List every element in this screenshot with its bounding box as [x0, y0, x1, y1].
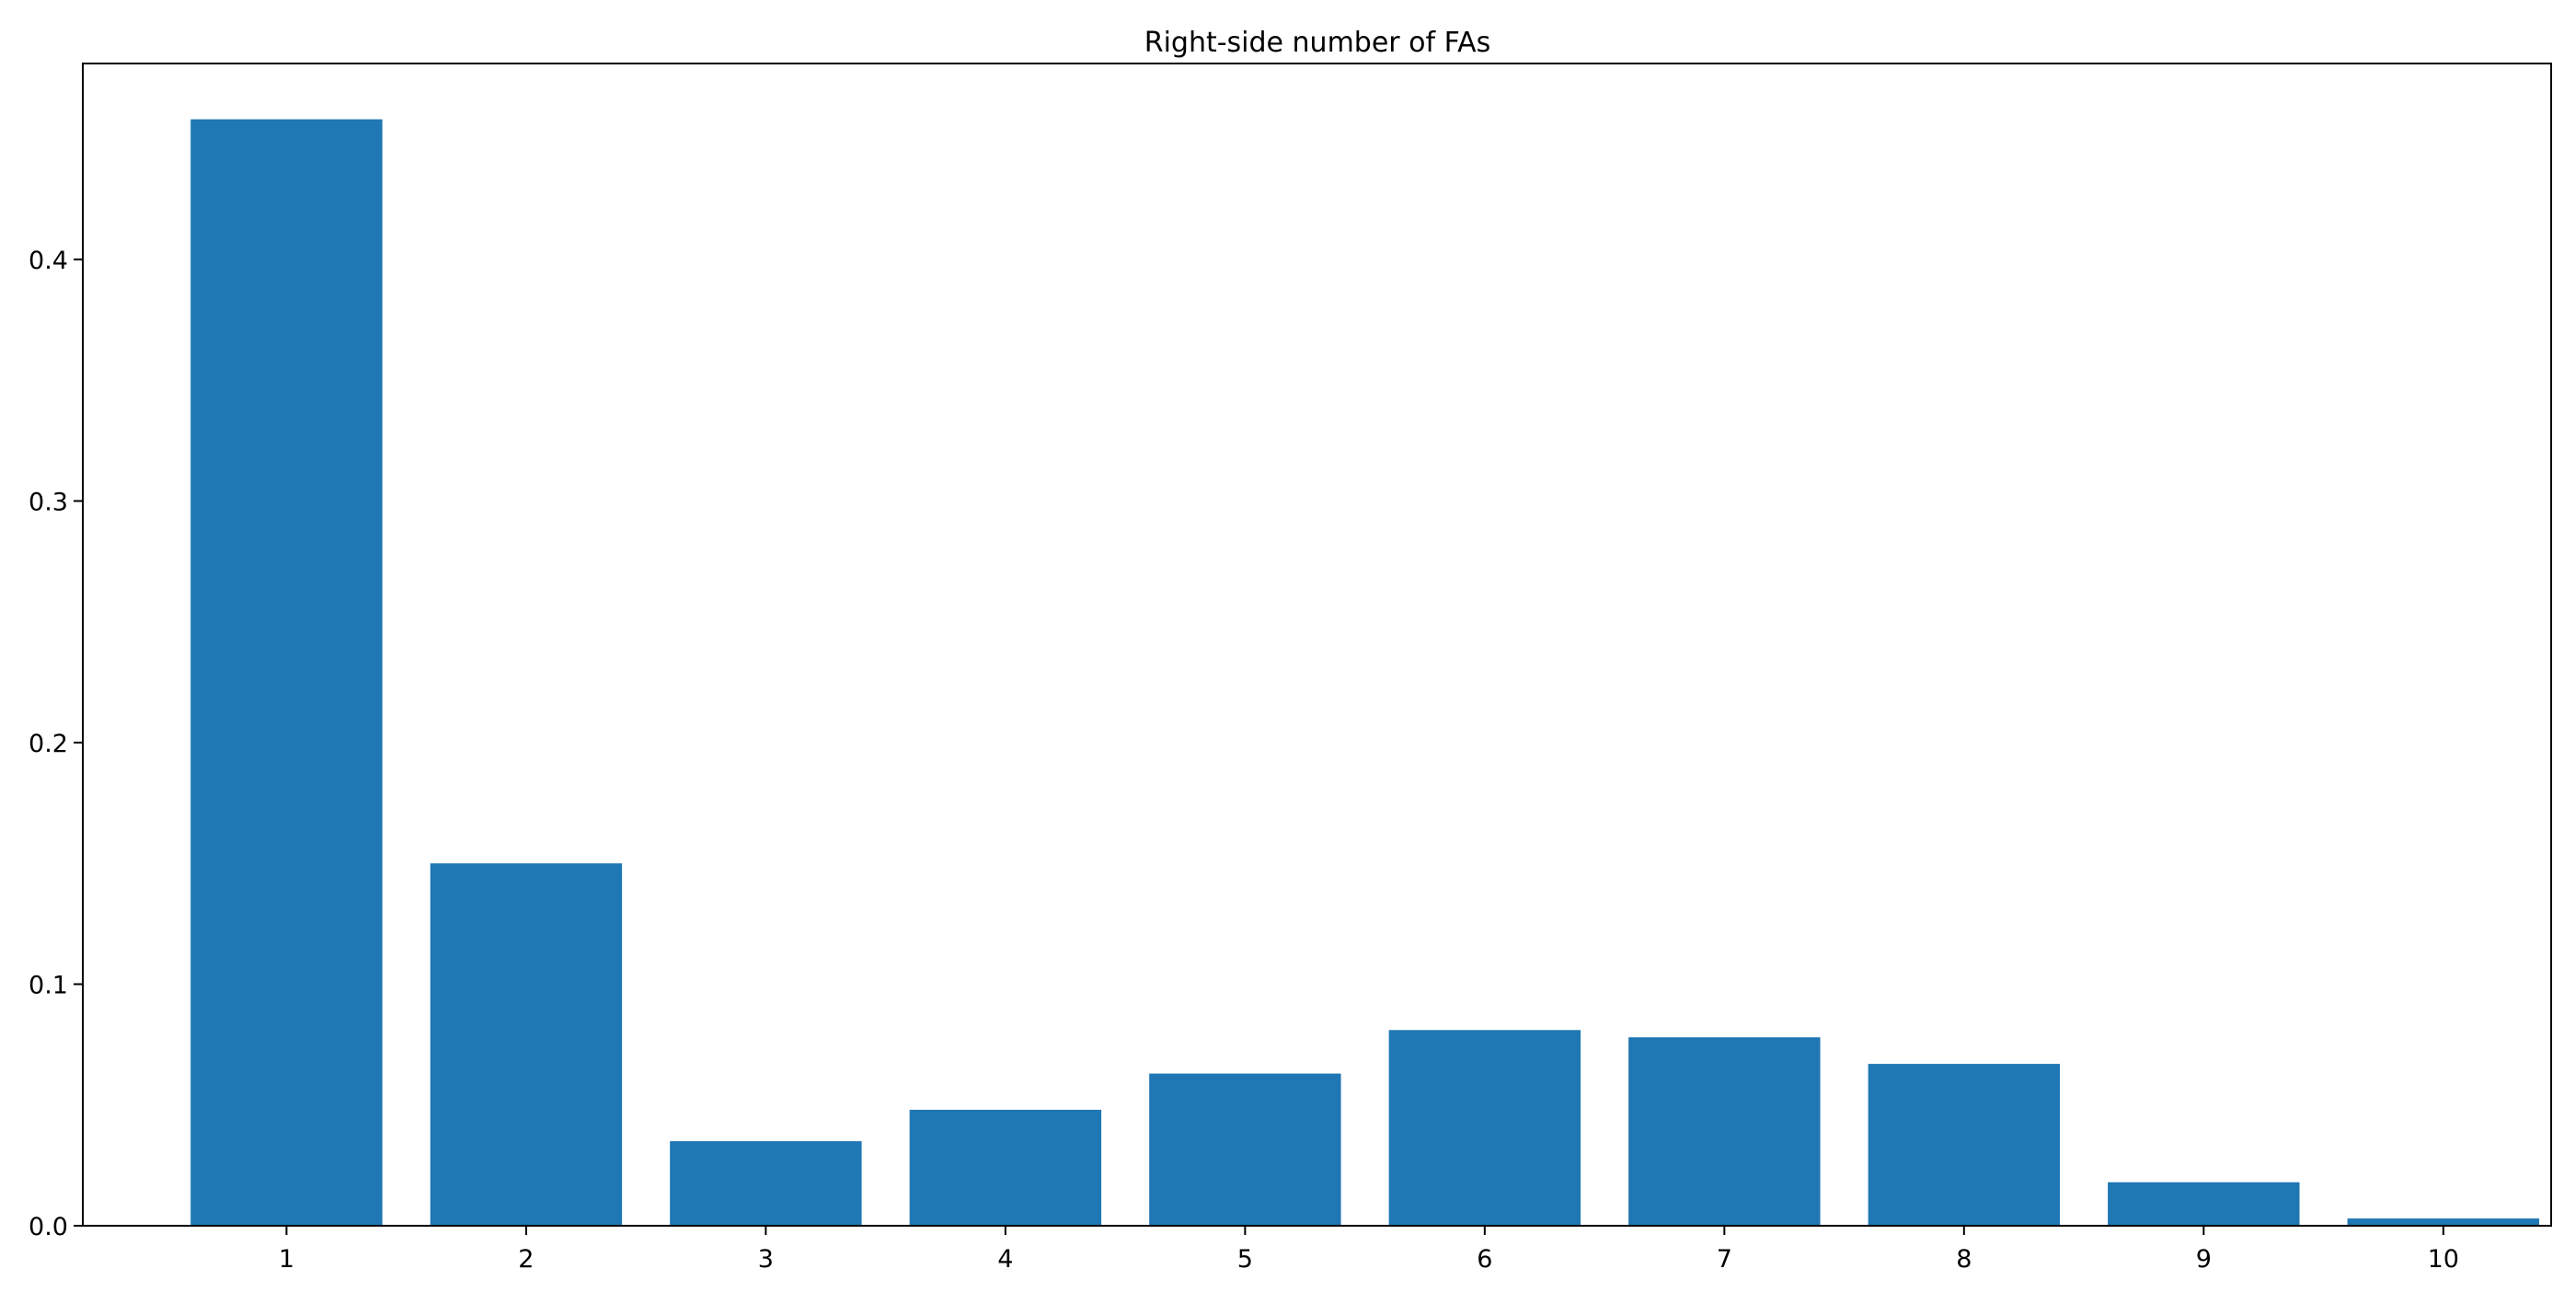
bar-5	[1149, 1073, 1341, 1226]
bar-8	[1868, 1064, 2061, 1226]
x-tick-label: 8	[1956, 1245, 1972, 1274]
x-tick-label: 2	[518, 1245, 534, 1274]
y-tick-label: 0.1	[29, 971, 68, 999]
chart-title: Right-side number of FAs	[1144, 27, 1491, 59]
y-axis: 0.0 0.1 0.2 0.3 0.4	[29, 247, 83, 1241]
bars-layer	[190, 119, 2539, 1226]
x-tick-label: 7	[1717, 1245, 1732, 1274]
x-tick-label: 5	[1237, 1245, 1253, 1274]
bar-3	[670, 1141, 862, 1226]
bar-2	[430, 863, 623, 1226]
x-tick-label: 3	[758, 1245, 774, 1274]
y-tick-label: 0.0	[29, 1213, 68, 1241]
y-tick-label: 0.2	[29, 730, 68, 758]
y-tick-label: 0.3	[29, 488, 68, 516]
bar-6	[1388, 1030, 1581, 1226]
bar-10	[2347, 1218, 2539, 1226]
x-tick-label: 1	[279, 1245, 294, 1274]
bar-1	[190, 119, 383, 1226]
bar-7	[1628, 1037, 1821, 1226]
x-tick-label: 6	[1477, 1245, 1492, 1274]
x-tick-label: 4	[997, 1245, 1013, 1274]
plot-frame	[82, 63, 2552, 1227]
bar-9	[2108, 1182, 2300, 1226]
x-axis: 1 2 3 4 5 6 7 8 9 10	[279, 1226, 2459, 1274]
bar-4	[909, 1109, 1102, 1226]
x-tick-label: 9	[2196, 1245, 2212, 1274]
y-tick-label: 0.4	[29, 247, 68, 275]
x-tick-label: 10	[2428, 1245, 2459, 1274]
